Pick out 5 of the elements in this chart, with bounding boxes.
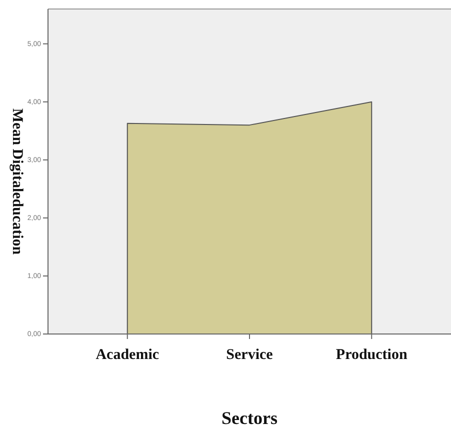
x-tick-label: Production <box>336 347 408 363</box>
x-axis-title: Sectors <box>222 408 278 428</box>
y-axis-title: Mean Digitaleducation <box>9 108 25 256</box>
x-tick-label: Service <box>226 347 274 363</box>
x-tick-label: Academic <box>96 347 160 363</box>
